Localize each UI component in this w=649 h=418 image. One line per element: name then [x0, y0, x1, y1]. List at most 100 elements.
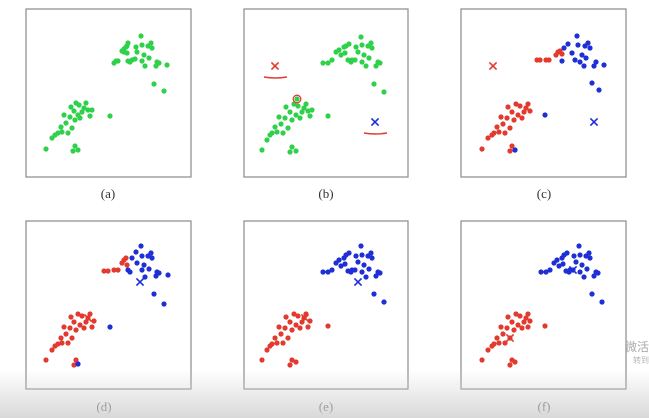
red-point	[305, 324, 311, 330]
blue-point	[561, 45, 567, 51]
blue-point	[156, 270, 162, 276]
red-point	[509, 143, 515, 149]
green-point	[133, 44, 139, 50]
red-point	[519, 115, 525, 121]
blue-point	[538, 269, 544, 275]
blue-point	[325, 269, 331, 275]
red-point	[295, 313, 301, 319]
centroid-underline-mark	[363, 132, 388, 135]
green-point	[272, 124, 278, 130]
green-point	[278, 121, 284, 127]
blue-point	[564, 250, 570, 256]
red-point	[280, 340, 286, 346]
green-point	[301, 105, 307, 111]
green-point	[358, 34, 364, 40]
watermark-line-2: 转到	[633, 356, 649, 365]
red-point	[504, 325, 510, 331]
red-point	[525, 324, 531, 330]
blue-point	[361, 262, 367, 268]
red-point	[264, 347, 270, 353]
red-centroid-marker	[300, 313, 310, 323]
green-point	[146, 55, 152, 61]
red-point	[507, 362, 513, 368]
red-point	[67, 325, 73, 331]
blue-point	[559, 58, 565, 64]
blue-point	[338, 263, 344, 269]
red-point	[502, 340, 508, 346]
green-point	[320, 60, 326, 66]
blue-point	[359, 269, 365, 275]
red-point	[307, 318, 313, 324]
blue-centroid-marker	[568, 265, 578, 275]
green-point	[289, 117, 295, 123]
blue-point	[336, 257, 342, 263]
blue-point	[583, 55, 589, 61]
red-centroid-marker	[505, 333, 515, 343]
red-point	[293, 322, 299, 328]
blue-centroid-marker	[135, 277, 145, 287]
blue-point	[371, 291, 377, 297]
green-point	[287, 109, 293, 115]
red-point	[485, 135, 491, 141]
green-point	[276, 114, 282, 120]
blue-point	[542, 112, 548, 118]
green-point	[71, 108, 77, 114]
red-point	[502, 130, 508, 136]
red-point	[75, 311, 81, 317]
green-point	[156, 60, 162, 66]
blue-point	[342, 261, 348, 267]
blue-point	[571, 253, 577, 259]
green-point	[75, 147, 81, 153]
red-point	[507, 125, 513, 131]
red-point	[513, 311, 519, 317]
red-point	[521, 109, 527, 115]
green-point	[361, 52, 367, 58]
blue-point	[363, 274, 369, 280]
blue-point	[575, 42, 581, 48]
blue-point	[565, 41, 571, 47]
blue-point	[138, 243, 144, 249]
red-point	[512, 359, 518, 365]
green-point	[283, 104, 289, 110]
green-point	[164, 62, 170, 68]
blue-point	[141, 262, 147, 268]
green-point	[85, 107, 91, 113]
red-point	[498, 324, 504, 330]
green-point	[363, 63, 369, 69]
blue-point	[352, 267, 358, 273]
red-point	[325, 323, 331, 329]
red-point	[71, 319, 77, 325]
red-point	[289, 327, 295, 333]
red-point	[525, 311, 531, 317]
red-point	[259, 357, 265, 363]
red-point	[507, 148, 513, 154]
green-point	[377, 60, 383, 66]
green-point	[294, 96, 300, 102]
green-point	[61, 112, 67, 118]
blue-point	[543, 269, 549, 275]
blue-point	[581, 63, 587, 69]
red-point	[500, 331, 506, 337]
red-point	[297, 325, 303, 331]
green-point	[142, 63, 148, 69]
red-point	[519, 325, 525, 331]
red-point	[291, 311, 297, 317]
red-point	[479, 357, 485, 363]
green-point	[138, 33, 144, 39]
green-point	[125, 40, 131, 46]
red-point	[517, 313, 523, 319]
red-point	[282, 325, 288, 331]
red-point	[485, 347, 491, 353]
blue-point	[139, 253, 145, 259]
highlighted-point-ring	[292, 94, 302, 104]
centroid-underline-mark	[263, 76, 288, 79]
green-point	[68, 104, 74, 110]
blue-point	[581, 274, 587, 280]
red-point	[69, 335, 75, 341]
red-point	[124, 262, 130, 268]
caption-c: (c)	[537, 186, 551, 201]
green-point	[139, 58, 145, 64]
green-point	[269, 130, 275, 136]
blue-point	[127, 269, 133, 275]
blue-point	[576, 243, 582, 249]
